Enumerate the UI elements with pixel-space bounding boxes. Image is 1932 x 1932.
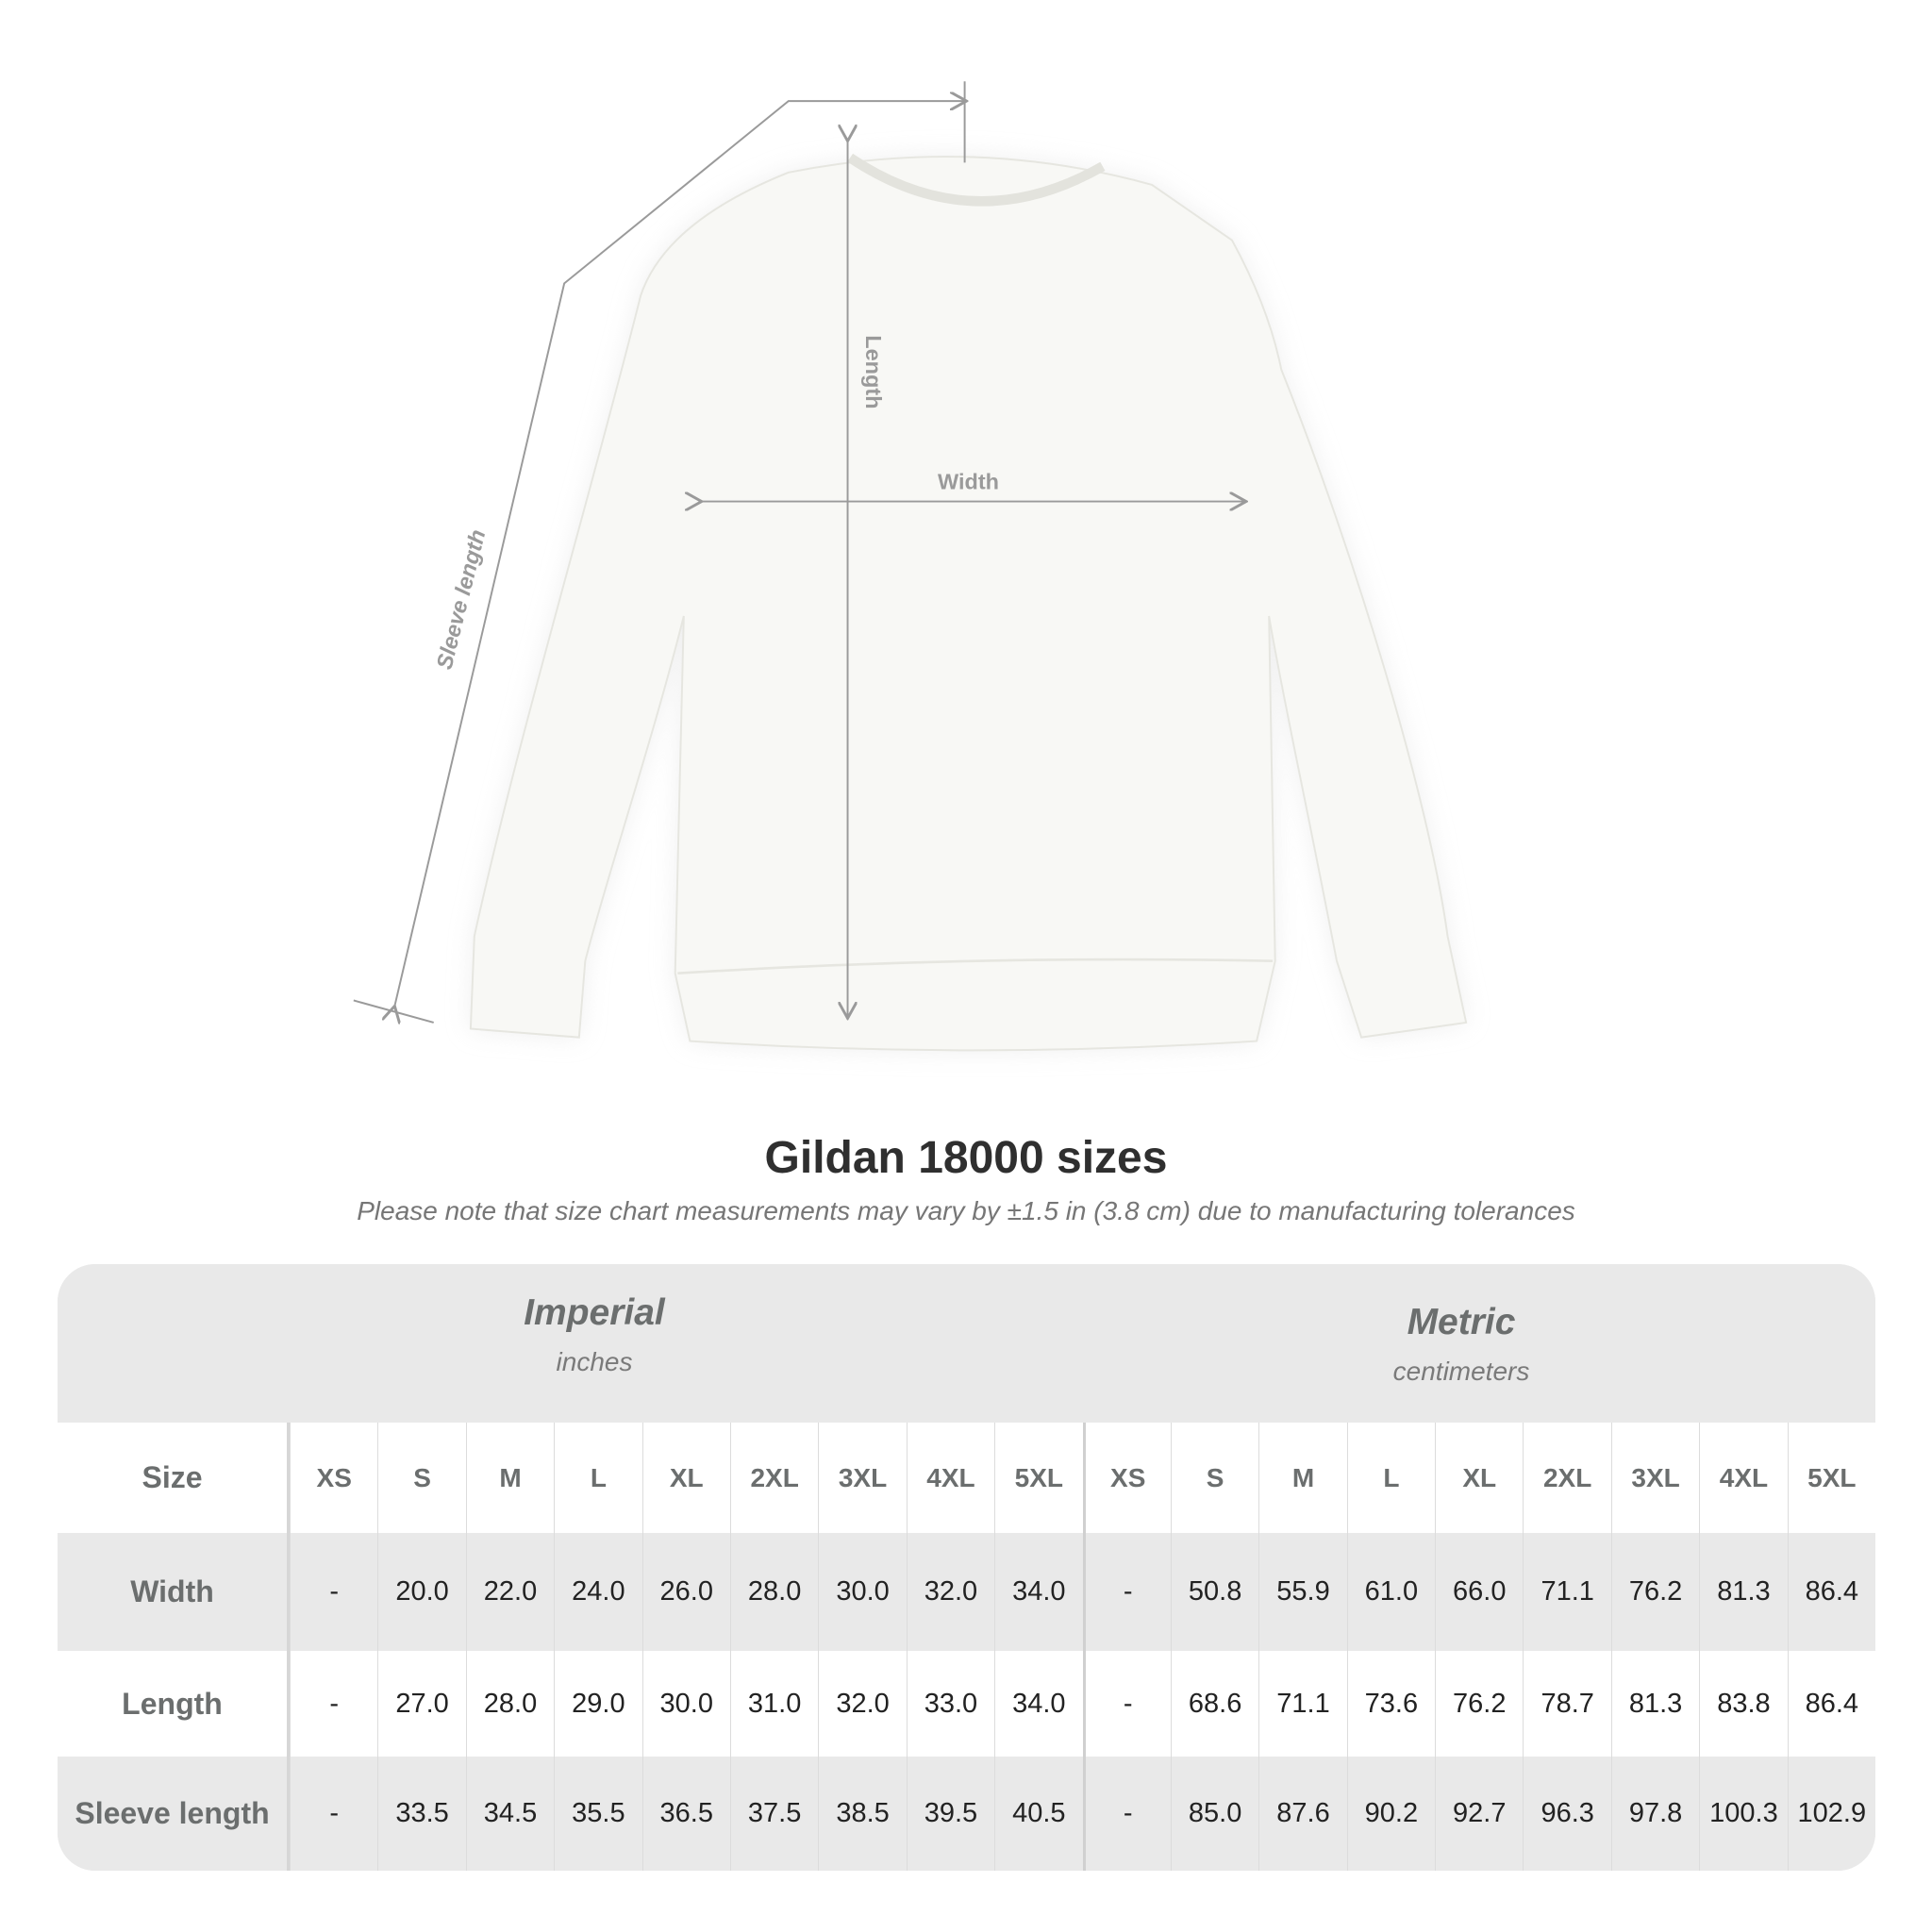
- metric-value-cell: 78.7: [1523, 1651, 1610, 1757]
- imperial-value-cell: 34.5: [465, 1757, 554, 1871]
- metric-value-cell: 86.4: [1787, 1651, 1875, 1757]
- table-row: Width -20.0 22.0 24.0 26.0 28.0 30.0 32.0 34.0-5…: [58, 1533, 1875, 1651]
- row-label: Size: [58, 1423, 290, 1533]
- page-title: Gildan 18000 sizes: [764, 1133, 1168, 1183]
- metric-value-cell: 85.0: [1170, 1757, 1258, 1871]
- metric-value-cell: 87.6: [1258, 1757, 1346, 1871]
- tolerance-note: Please note that size chart measurements…: [357, 1196, 1575, 1225]
- imperial-value-cell: 40.5: [994, 1757, 1082, 1871]
- size-header-cell: S: [377, 1423, 465, 1533]
- metric-value-cell: 68.6: [1170, 1651, 1258, 1757]
- metric-value-cell: 50.8: [1170, 1533, 1258, 1651]
- sleeve-tick-bottom: [353, 999, 434, 1024]
- imperial-value-cell: 37.5: [729, 1757, 818, 1871]
- metric-value-cell: 66.0: [1435, 1533, 1523, 1651]
- metric-value-cell: 81.3: [1610, 1651, 1699, 1757]
- imperial-value-cell: 39.5: [906, 1757, 994, 1871]
- width-label: Width: [938, 469, 999, 493]
- size-header-cell: XS: [1082, 1423, 1171, 1533]
- metric-unit: centimeters: [1392, 1357, 1530, 1386]
- size-header-cell: 4XL: [906, 1423, 994, 1533]
- row-label: Sleeve length: [58, 1757, 290, 1871]
- imperial-value-cell: 32.0: [906, 1533, 994, 1651]
- imperial-value-cell: 28.0: [465, 1651, 554, 1757]
- size-header-cell: M: [1258, 1423, 1346, 1533]
- metric-value-cell: 71.1: [1258, 1651, 1346, 1757]
- metric-value-cell: 81.3: [1699, 1533, 1787, 1651]
- size-header-cell: 2XL: [1523, 1423, 1610, 1533]
- sleeve-measure-line: [394, 101, 965, 1008]
- imperial-value-cell: -: [290, 1533, 377, 1651]
- size-header-cell: 2XL: [729, 1423, 818, 1533]
- length-label: Length: [861, 335, 886, 408]
- table-row: Sleeve length -33.5 34.5 35.5 36.5 37.5 38.5 39…: [58, 1757, 1875, 1871]
- imperial-value-cell: 34.0: [994, 1533, 1082, 1651]
- row-label: Width: [58, 1533, 290, 1651]
- size-header-cell: 4XL: [1699, 1423, 1787, 1533]
- metric-value-cell: 100.3: [1699, 1757, 1787, 1871]
- metric-title: Metric: [1407, 1302, 1516, 1342]
- metric-value-cell: 96.3: [1523, 1757, 1610, 1871]
- imperial-value-cell: 22.0: [465, 1533, 554, 1651]
- unit-header: Imperial inches Metric centimeters: [58, 1264, 1875, 1423]
- imperial-value-cell: 34.0: [994, 1651, 1082, 1757]
- imperial-value-cell: 33.5: [377, 1757, 465, 1871]
- metric-value-cell: 97.8: [1610, 1757, 1699, 1871]
- imperial-header: Imperial inches: [311, 1292, 877, 1377]
- imperial-value-cell: 20.0: [377, 1533, 465, 1651]
- imperial-value-cell: 24.0: [554, 1533, 641, 1651]
- metric-value-cell: 76.2: [1610, 1533, 1699, 1651]
- imperial-value-cell: 33.0: [906, 1651, 994, 1757]
- size-header-cell: 3XL: [818, 1423, 906, 1533]
- size-header-cell: XL: [1435, 1423, 1523, 1533]
- size-header-cell: 5XL: [994, 1423, 1082, 1533]
- imperial-value-cell: 36.5: [641, 1757, 730, 1871]
- metric-value-cell: -: [1082, 1533, 1171, 1651]
- metric-value-cell: 76.2: [1435, 1651, 1523, 1757]
- size-header-cell: L: [1346, 1423, 1435, 1533]
- metric-value-cell: 61.0: [1346, 1533, 1435, 1651]
- table-row: Length -27.0 28.0 29.0 30.0 31.0 32.0 33.0 34.0-…: [58, 1651, 1875, 1757]
- size-header-row: Size XS S M L XL 2XL 3XL 4XL 5XL XS S M L XL 2XL 3XL 4XL 5…: [58, 1423, 1875, 1533]
- metric-value-cell: 83.8: [1699, 1651, 1787, 1757]
- size-table: Imperial inches Metric centimeters Size X…: [58, 1264, 1875, 1871]
- imperial-value-cell: 27.0: [377, 1651, 465, 1757]
- metric-value-cell: 90.2: [1346, 1757, 1435, 1871]
- metric-value-cell: -: [1082, 1757, 1171, 1871]
- imperial-unit: inches: [556, 1347, 633, 1376]
- imperial-value-cell: 31.0: [729, 1651, 818, 1757]
- sweatshirt: [469, 156, 1468, 1052]
- metric-value-cell: 71.1: [1523, 1533, 1610, 1651]
- imperial-value-cell: -: [290, 1757, 377, 1871]
- metric-value-cell: 86.4: [1787, 1533, 1875, 1651]
- imperial-value-cell: 28.0: [729, 1533, 818, 1651]
- imperial-value-cell: 38.5: [818, 1757, 906, 1871]
- size-header-cell: M: [465, 1423, 554, 1533]
- metric-header: Metric centimeters: [1178, 1302, 1744, 1387]
- size-header-cell: 3XL: [1610, 1423, 1699, 1533]
- size-header-cell: XS: [290, 1423, 377, 1533]
- metric-value-cell: 92.7: [1435, 1757, 1523, 1871]
- imperial-value-cell: -: [290, 1651, 377, 1757]
- imperial-value-cell: 29.0: [554, 1651, 641, 1757]
- metric-value-cell: -: [1082, 1651, 1171, 1757]
- imperial-value-cell: 30.0: [641, 1651, 730, 1757]
- size-header-cell: 5XL: [1787, 1423, 1875, 1533]
- imperial-value-cell: 35.5: [554, 1757, 641, 1871]
- sleeve-length-label: Sleeve length: [432, 527, 491, 672]
- size-header-cell: L: [554, 1423, 641, 1533]
- size-header-cell: XL: [641, 1423, 730, 1533]
- row-label: Length: [58, 1651, 290, 1757]
- size-header-cell: S: [1170, 1423, 1258, 1533]
- imperial-value-cell: 26.0: [641, 1533, 730, 1651]
- sweatshirt-diagram: Length Width Sleeve length: [353, 81, 1468, 1052]
- metric-value-cell: 102.9: [1787, 1757, 1875, 1871]
- imperial-title: Imperial: [524, 1292, 665, 1333]
- metric-value-cell: 55.9: [1258, 1533, 1346, 1651]
- imperial-value-cell: 32.0: [818, 1651, 906, 1757]
- metric-value-cell: 73.6: [1346, 1651, 1435, 1757]
- imperial-value-cell: 30.0: [818, 1533, 906, 1651]
